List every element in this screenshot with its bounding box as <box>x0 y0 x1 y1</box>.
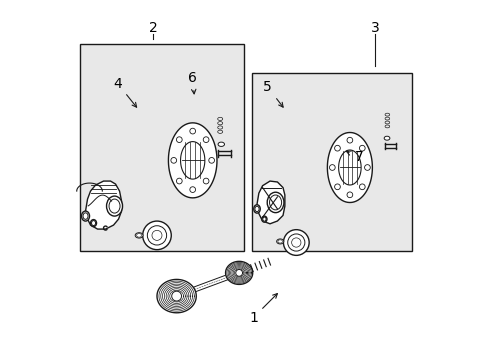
Text: 1: 1 <box>248 293 277 324</box>
Ellipse shape <box>262 216 266 222</box>
Circle shape <box>189 128 195 134</box>
Ellipse shape <box>106 196 122 216</box>
Polygon shape <box>225 261 252 284</box>
Circle shape <box>176 137 182 143</box>
Polygon shape <box>157 279 196 313</box>
PathPatch shape <box>257 181 285 224</box>
Text: 5: 5 <box>263 80 283 107</box>
Circle shape <box>208 157 214 163</box>
Bar <box>251 73 411 251</box>
Ellipse shape <box>253 205 260 213</box>
Circle shape <box>329 165 334 170</box>
Polygon shape <box>168 123 217 198</box>
Circle shape <box>147 226 166 245</box>
Ellipse shape <box>81 211 89 221</box>
Circle shape <box>235 270 242 276</box>
Ellipse shape <box>276 239 283 244</box>
PathPatch shape <box>85 181 122 229</box>
Circle shape <box>346 192 352 198</box>
Circle shape <box>171 291 181 301</box>
Text: 4: 4 <box>113 77 136 107</box>
Circle shape <box>346 137 352 143</box>
Circle shape <box>283 230 308 255</box>
Ellipse shape <box>384 136 389 140</box>
Ellipse shape <box>218 142 224 147</box>
Circle shape <box>287 234 304 251</box>
Ellipse shape <box>266 192 284 213</box>
Circle shape <box>176 178 182 184</box>
Circle shape <box>334 184 340 190</box>
Text: 7: 7 <box>346 150 363 164</box>
Polygon shape <box>327 132 372 202</box>
Text: 2: 2 <box>149 21 158 35</box>
Ellipse shape <box>135 233 143 238</box>
Polygon shape <box>180 141 204 179</box>
Text: 3: 3 <box>370 21 379 35</box>
Circle shape <box>334 145 340 151</box>
Circle shape <box>359 184 365 190</box>
Circle shape <box>170 157 176 163</box>
Polygon shape <box>338 150 361 185</box>
Bar <box>80 44 244 251</box>
Circle shape <box>189 187 195 193</box>
Text: 6: 6 <box>188 71 197 94</box>
Ellipse shape <box>90 220 96 226</box>
Polygon shape <box>193 275 227 292</box>
Circle shape <box>142 221 171 249</box>
Circle shape <box>359 145 365 151</box>
Circle shape <box>203 178 208 184</box>
Circle shape <box>364 165 369 170</box>
Circle shape <box>203 137 208 143</box>
